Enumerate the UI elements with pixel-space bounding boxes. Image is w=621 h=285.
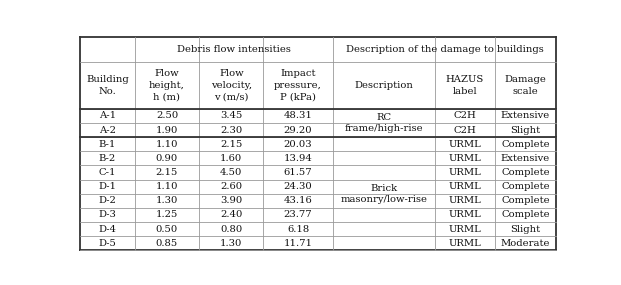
Text: Slight: Slight: [510, 225, 541, 234]
Text: 0.50: 0.50: [156, 225, 178, 234]
Text: 1.30: 1.30: [156, 196, 178, 205]
Text: Extensive: Extensive: [501, 154, 550, 163]
Text: Damage
scale: Damage scale: [505, 75, 546, 95]
Text: Flow
velocity,
v (m/s): Flow velocity, v (m/s): [211, 70, 252, 101]
Text: URML: URML: [448, 196, 481, 205]
Text: 1.25: 1.25: [156, 210, 178, 219]
Text: B-1: B-1: [99, 140, 116, 149]
Text: URML: URML: [448, 225, 481, 234]
Text: 61.57: 61.57: [284, 168, 312, 177]
Text: C2H: C2H: [453, 125, 476, 135]
Text: Debris flow intensities: Debris flow intensities: [177, 45, 291, 54]
Text: URML: URML: [448, 140, 481, 149]
Text: 2.30: 2.30: [220, 125, 242, 135]
Text: 20.03: 20.03: [284, 140, 312, 149]
Text: Slight: Slight: [510, 125, 541, 135]
Text: C-1: C-1: [99, 168, 116, 177]
Text: Impact
pressure,
P (kPa): Impact pressure, P (kPa): [274, 70, 322, 101]
Text: C2H: C2H: [453, 111, 476, 120]
Text: 6.18: 6.18: [287, 225, 309, 234]
Text: 1.60: 1.60: [220, 154, 242, 163]
Text: A-1: A-1: [99, 111, 116, 120]
Text: B-2: B-2: [99, 154, 116, 163]
Text: D-5: D-5: [99, 239, 116, 248]
Text: 0.80: 0.80: [220, 225, 242, 234]
Text: 2.40: 2.40: [220, 210, 242, 219]
Text: 13.94: 13.94: [284, 154, 312, 163]
Text: 1.10: 1.10: [156, 140, 178, 149]
Text: 4.50: 4.50: [220, 168, 242, 177]
Text: 3.45: 3.45: [220, 111, 242, 120]
Text: D-4: D-4: [98, 225, 116, 234]
Text: Moderate: Moderate: [501, 239, 550, 248]
Text: Complete: Complete: [501, 196, 550, 205]
Text: D-3: D-3: [99, 210, 116, 219]
Text: 23.77: 23.77: [284, 210, 312, 219]
Text: Complete: Complete: [501, 182, 550, 191]
Text: Complete: Complete: [501, 168, 550, 177]
Text: Complete: Complete: [501, 140, 550, 149]
Text: 1.10: 1.10: [156, 182, 178, 191]
Text: 0.90: 0.90: [156, 154, 178, 163]
Text: HAZUS
label: HAZUS label: [446, 75, 484, 95]
Text: 3.90: 3.90: [220, 196, 242, 205]
Text: 48.31: 48.31: [284, 111, 312, 120]
Text: A-2: A-2: [99, 125, 116, 135]
Text: URML: URML: [448, 168, 481, 177]
Text: D-2: D-2: [99, 196, 116, 205]
Text: 0.85: 0.85: [156, 239, 178, 248]
Text: 1.90: 1.90: [156, 125, 178, 135]
Text: Flow
height,
h (m): Flow height, h (m): [149, 70, 185, 101]
Text: 11.71: 11.71: [284, 239, 312, 248]
Text: 2.50: 2.50: [156, 111, 178, 120]
Text: Brick
masonry/low-rise: Brick masonry/low-rise: [340, 184, 427, 204]
Text: URML: URML: [448, 210, 481, 219]
Text: Extensive: Extensive: [501, 111, 550, 120]
Text: URML: URML: [448, 154, 481, 163]
Text: 29.20: 29.20: [284, 125, 312, 135]
Text: URML: URML: [448, 239, 481, 248]
Text: 24.30: 24.30: [284, 182, 312, 191]
Text: D-1: D-1: [98, 182, 116, 191]
Text: 2.60: 2.60: [220, 182, 242, 191]
Text: 2.15: 2.15: [220, 140, 242, 149]
Text: Complete: Complete: [501, 210, 550, 219]
Text: URML: URML: [448, 182, 481, 191]
Text: 2.15: 2.15: [156, 168, 178, 177]
Text: Description of the damage to buildings: Description of the damage to buildings: [346, 45, 543, 54]
Text: RC
frame/high-rise: RC frame/high-rise: [345, 113, 423, 133]
Text: Building
No.: Building No.: [86, 75, 129, 95]
Text: 1.30: 1.30: [220, 239, 242, 248]
Text: Description: Description: [355, 81, 413, 90]
Text: 43.16: 43.16: [284, 196, 312, 205]
